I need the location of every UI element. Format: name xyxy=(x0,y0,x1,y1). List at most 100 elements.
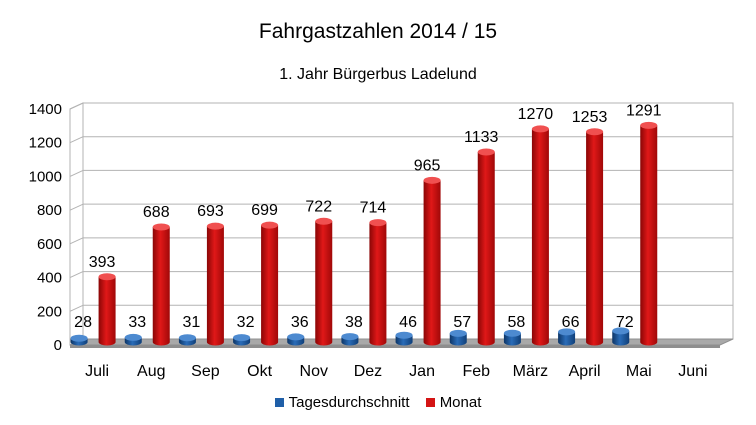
bar-top xyxy=(341,333,359,341)
gridline-side xyxy=(69,203,84,211)
bar-top xyxy=(503,329,521,337)
gridline-side xyxy=(69,271,84,279)
data-label-monat: 1253 xyxy=(572,109,608,126)
data-label-tagesdurchschnitt: 58 xyxy=(508,314,526,331)
bar-top xyxy=(70,334,88,342)
x-category-label: März xyxy=(513,363,549,380)
data-label-tagesdurchschnitt: 28 xyxy=(74,314,92,331)
bar-tagesdurchschnitt-märz xyxy=(503,333,521,346)
data-label-tagesdurchschnitt: 72 xyxy=(616,314,634,331)
data-label-tagesdurchschnitt: 33 xyxy=(128,314,146,331)
x-category-label: Mai xyxy=(626,363,652,380)
bar-tagesdurchschnitt-mai xyxy=(612,330,630,346)
bar-top xyxy=(449,329,467,337)
bar-top xyxy=(640,121,658,129)
gridline-side xyxy=(69,304,84,312)
x-category-label: Juni xyxy=(678,363,707,380)
y-tick-label: 600 xyxy=(37,236,62,253)
y-tick-label: 1000 xyxy=(29,168,62,185)
bar-top xyxy=(369,219,387,227)
x-category-label: Sep xyxy=(191,363,220,380)
y-tick-label: 400 xyxy=(37,270,62,287)
x-axis: Juli Aug Sep Okt Nov Dez Jan Feb März April Mai Jun… xyxy=(85,363,708,380)
legend: Tagesdurchschnitt Monat xyxy=(0,394,756,411)
bar-top xyxy=(287,333,305,341)
legend-label-tagesdurchschnitt: Tagesdurchschnitt xyxy=(288,394,410,411)
y-axis: 0 200 400 600 800 1000 1200 1400 xyxy=(29,101,62,354)
bar-top xyxy=(531,125,549,133)
bar-monat-nov xyxy=(315,221,333,346)
data-label-monat: 688 xyxy=(143,204,170,221)
data-label-monat: 693 xyxy=(197,203,224,220)
data-label-monat: 714 xyxy=(360,200,387,217)
bar-top xyxy=(206,222,224,230)
bar-top xyxy=(315,217,333,225)
bar-top xyxy=(261,221,279,229)
x-category-label: Okt xyxy=(247,363,272,380)
gridline-side xyxy=(69,102,84,110)
y-tick-label: 200 xyxy=(37,303,62,320)
data-label-monat: 699 xyxy=(251,202,278,219)
x-category-label: Aug xyxy=(137,363,165,380)
bar-monat-aug xyxy=(152,227,170,346)
y-tick-label: 1200 xyxy=(29,135,62,152)
bar-top xyxy=(586,128,604,136)
data-label-monat: 1133 xyxy=(464,129,499,146)
x-category-label: April xyxy=(569,363,601,380)
bar-top xyxy=(612,327,630,335)
gridline-side xyxy=(69,237,84,245)
data-label-tagesdurchschnitt: 38 xyxy=(345,314,363,331)
data-label-tagesdurchschnitt: 32 xyxy=(237,314,255,331)
gridline-side xyxy=(69,136,84,144)
legend-label-monat: Monat xyxy=(439,394,482,411)
data-label-tagesdurchschnitt: 36 xyxy=(291,314,309,331)
x-category-label: Nov xyxy=(300,363,328,380)
data-label-monat: 393 xyxy=(89,254,116,271)
y-tick-label: 0 xyxy=(54,337,62,354)
data-label-monat: 965 xyxy=(414,157,441,174)
chart-title: Fahrgastzahlen 2014 / 15 xyxy=(258,20,498,43)
bar-monat-feb xyxy=(477,152,495,346)
legend-swatch-monat xyxy=(425,398,435,407)
x-category-label: Juli xyxy=(85,363,109,380)
x-category-label: Dez xyxy=(354,363,382,380)
data-label-monat: 1291 xyxy=(626,102,662,119)
bars xyxy=(70,121,658,346)
bar-top xyxy=(124,333,142,341)
bar-top xyxy=(178,334,196,342)
bar-top xyxy=(558,328,576,336)
data-label-tagesdurchschnitt: 57 xyxy=(453,314,471,331)
bar-top xyxy=(98,273,116,281)
bar-top xyxy=(395,331,413,339)
bar-monat-dez xyxy=(369,222,387,346)
back-wall xyxy=(82,102,734,340)
data-labels: 28 33 31 32 36 38 46 57 58 66 72 393 688 693 699 722 714… xyxy=(74,102,661,331)
data-label-tagesdurchschnitt: 66 xyxy=(562,314,580,331)
bar-monat-april xyxy=(586,131,604,346)
x-category-label: Jan xyxy=(409,363,435,380)
bar-monat-okt xyxy=(261,225,279,346)
y-tick-label: 1400 xyxy=(29,101,62,118)
legend-item-monat: Monat xyxy=(425,394,482,411)
floor-edge xyxy=(70,345,720,348)
bar-top xyxy=(233,334,251,342)
data-label-tagesdurchschnitt: 46 xyxy=(399,314,417,331)
bar-monat-jan xyxy=(423,180,441,346)
bar-tagesdurchschnitt-april xyxy=(558,331,576,346)
bar-monat-juli xyxy=(98,276,116,346)
x-category-label: Feb xyxy=(462,363,490,380)
chart-subtitle: 1. Jahr Bürgerbus Ladelund xyxy=(279,66,477,83)
legend-item-tagesdurchschnitt: Tagesdurchschnitt xyxy=(274,394,410,411)
legend-swatch-tagesdurchschnitt xyxy=(274,398,284,407)
y-tick-label: 800 xyxy=(37,202,62,219)
bar-monat-sep xyxy=(206,226,224,346)
data-label-monat: 1270 xyxy=(518,106,554,123)
bar-top xyxy=(152,223,170,231)
bar-top xyxy=(423,176,441,184)
gridlines xyxy=(69,102,733,312)
bar-monat-mai xyxy=(640,125,658,346)
bar-monat-märz xyxy=(531,128,549,346)
data-label-tagesdurchschnitt: 31 xyxy=(183,314,201,331)
bar-top xyxy=(477,148,495,156)
